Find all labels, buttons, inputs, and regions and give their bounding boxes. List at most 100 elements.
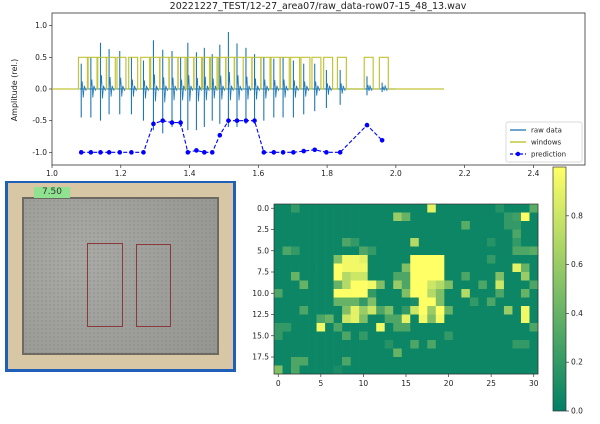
- heatmap-cell: [503, 306, 513, 315]
- heatmap-cell: [529, 331, 539, 341]
- raw-data-ringing: [153, 74, 159, 102]
- heatmap-cell: [410, 221, 420, 230]
- prediction-point: [234, 118, 240, 123]
- heatmap-cell: [367, 238, 377, 247]
- heatmap-cell: [282, 340, 292, 349]
- heatmap-cell: [350, 289, 360, 298]
- heatmap-cell: [452, 348, 462, 358]
- heatmap-cell: [274, 229, 283, 239]
- heatmap-cell: [384, 204, 394, 213]
- heatmap-cell: [342, 314, 351, 324]
- heatmap-cell: [376, 212, 386, 222]
- heatmap-cell: [478, 289, 488, 298]
- heatmap-cell: [384, 246, 394, 256]
- heatmap-cell: [410, 306, 420, 315]
- heatmap-cell: [282, 289, 292, 298]
- heatmap-cell: [359, 357, 368, 366]
- heatmap-cell: [495, 306, 505, 315]
- heatmap-cell: [376, 306, 386, 315]
- heatmap-cell: [325, 357, 334, 366]
- heatmap-cell: [529, 229, 539, 239]
- heatmap-cell: [282, 238, 292, 247]
- heatmap-cell: [444, 238, 454, 247]
- heatmap-cell: [512, 263, 522, 273]
- heatmap-cell: [274, 263, 283, 273]
- heatmap-cell: [401, 289, 411, 298]
- heatmap-cell: [282, 246, 292, 256]
- heatmap-cell: [444, 204, 454, 213]
- heatmap-cell: [333, 323, 343, 332]
- heatmap-cell: [384, 238, 394, 247]
- heatmap-cell: [316, 348, 326, 358]
- heatmap-cell: [529, 314, 539, 324]
- heatmap-cell: [529, 255, 539, 264]
- heatmap-cell: [512, 238, 522, 247]
- prediction-point: [324, 150, 329, 155]
- heatmap-cell: [384, 280, 394, 290]
- x-tick-label: 2.4: [527, 169, 539, 178]
- heatmap-cell: [350, 263, 360, 273]
- raw-data-ringing: [366, 84, 373, 92]
- heatmap-cell: [529, 263, 539, 273]
- heatmap-cell: [435, 340, 445, 349]
- heatmap-cell: [461, 365, 471, 375]
- heatmap-cell: [418, 357, 428, 366]
- heatmap-cell: [325, 255, 334, 264]
- heatmap-cell: [376, 297, 386, 307]
- heatmap-cell: [495, 357, 505, 366]
- heatmap-cell: [529, 272, 539, 281]
- x-tick-label: 1.2: [115, 169, 127, 178]
- heatmap-cell: [452, 357, 462, 366]
- heatmap-cell: [461, 331, 471, 341]
- heatmap-cell: [359, 229, 368, 239]
- heatmap-cell: [367, 204, 377, 213]
- heatmap-cell: [444, 263, 454, 273]
- heatmap-cell: [274, 204, 283, 213]
- heatmap-cell: [512, 204, 522, 213]
- heatmap-cell: [376, 365, 386, 375]
- heatmap-cell: [282, 255, 292, 264]
- heatmap-cell: [529, 238, 539, 247]
- heatmap-cell: [478, 357, 488, 366]
- raw-data-ringing: [131, 79, 137, 97]
- x-tick-label: 1.8: [321, 169, 333, 178]
- y-tick-label: 10.0: [252, 289, 269, 298]
- heatmap-cell: [427, 314, 437, 324]
- heatmap-cell: [520, 323, 530, 332]
- x-tick-label: 0: [276, 379, 281, 388]
- x-tick-label: 25: [486, 379, 496, 388]
- heatmap-cell: [342, 323, 351, 332]
- heatmap-cell: [308, 212, 317, 222]
- heatmap-cell: [350, 357, 360, 366]
- heatmap-cell: [529, 340, 539, 349]
- heatmap-cell: [520, 348, 530, 358]
- heatmap-cell: [325, 365, 334, 375]
- heatmap-cell: [291, 323, 300, 332]
- heatmap-cell: [401, 365, 411, 375]
- heatmap-cell: [342, 306, 351, 315]
- heatmap-cell: [486, 221, 496, 230]
- heatmap-cell: [367, 212, 377, 222]
- heatmap-cell: [376, 331, 386, 341]
- heatmap-cell: [520, 221, 530, 230]
- heatmap-cell: [308, 229, 317, 239]
- heatmap-cell: [495, 297, 505, 307]
- heatmap-cell: [444, 246, 454, 256]
- heatmap-cell: [308, 331, 317, 341]
- heatmap-cell: [503, 297, 513, 307]
- heatmap-cell: [359, 340, 368, 349]
- heatmap-cell: [435, 255, 445, 264]
- heatmap-cell: [435, 357, 445, 366]
- heatmap-cell: [478, 331, 488, 341]
- heatmap-cell: [333, 246, 343, 256]
- heatmap-cell: [418, 306, 428, 315]
- heatmap-cell: [376, 357, 386, 366]
- heatmap-cell: [299, 357, 309, 366]
- heatmap-cell: [308, 365, 317, 375]
- heatmap-cell: [520, 357, 530, 366]
- heatmap-cell: [342, 221, 351, 230]
- heatmap-cell: [512, 212, 522, 222]
- heatmap-cell: [418, 221, 428, 230]
- prediction-point: [217, 132, 223, 138]
- heatmap-cell: [418, 246, 428, 256]
